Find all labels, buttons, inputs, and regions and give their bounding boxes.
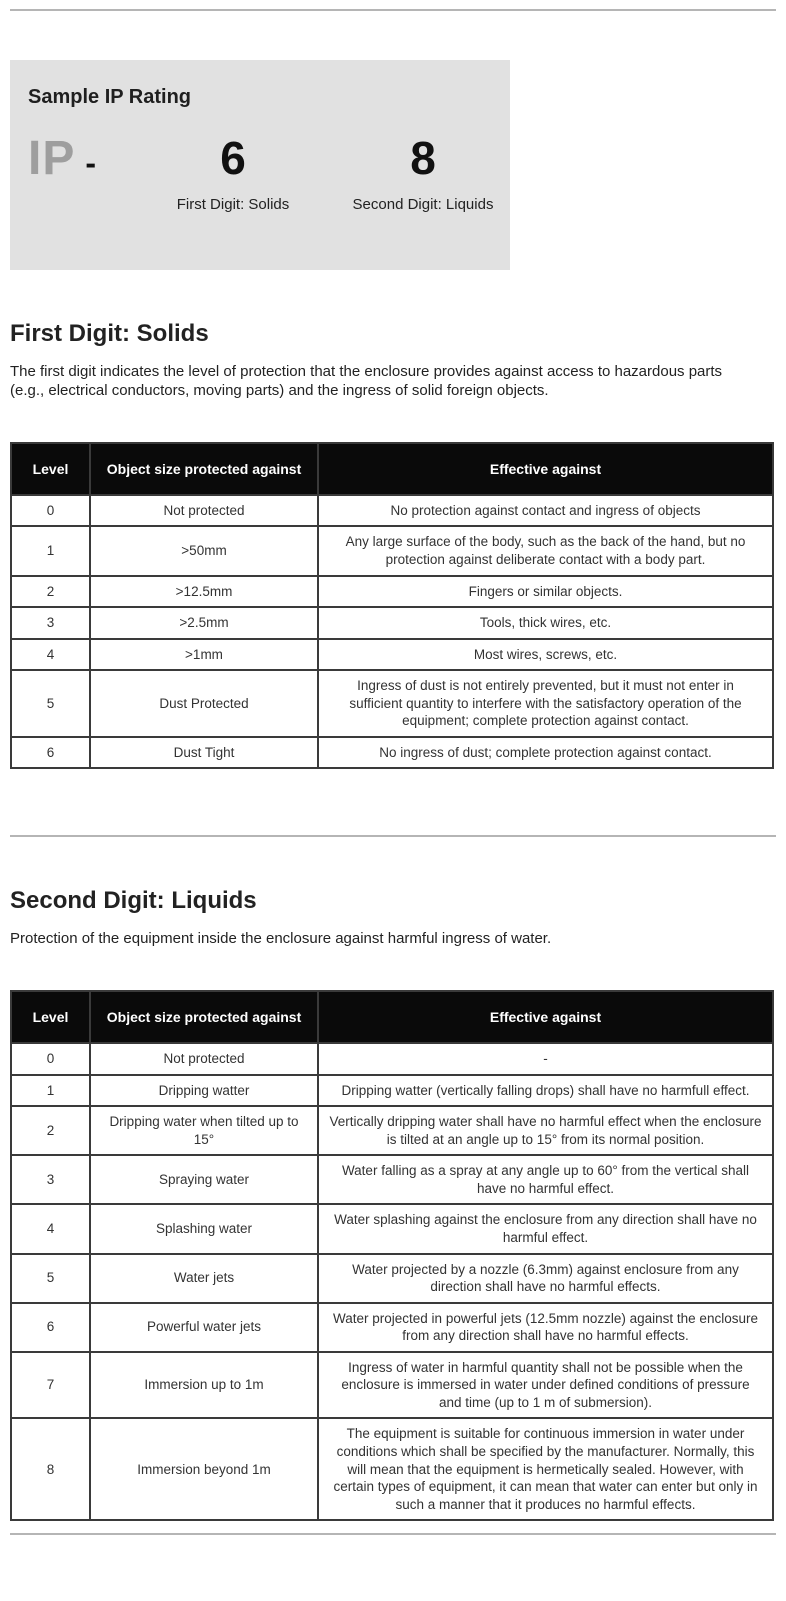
effective-against-cell: No protection against contact and ingres… <box>317 493 774 528</box>
effective-against-cell: - <box>317 1042 774 1076</box>
table-row: 6 Powerful water jets Water projected in p… <box>10 1301 774 1353</box>
effective-against-cell: Tools, thick wires, etc. <box>317 606 774 640</box>
object-size-cell: Not protected <box>89 1042 319 1076</box>
table-row: 8 Immersion beyond 1m The equipment is sui… <box>10 1417 774 1522</box>
level-cell: 1 <box>10 525 91 577</box>
liquids-col-header-effect: Effective against <box>317 990 774 1045</box>
level-cell: 1 <box>10 1073 91 1108</box>
level-cell: 4 <box>10 637 91 672</box>
effective-against-cell: The equipment is suitable for continuous… <box>317 1417 774 1522</box>
object-size-cell: Dripping watter <box>89 1073 319 1108</box>
table-row: 5 Water jets Water projected by a nozzle (… <box>10 1252 774 1304</box>
table-row: 5 Dust Protected Ingress of dust is not en… <box>10 669 774 738</box>
sample-ip-rating-box: Sample IP Rating IP - 6 8 First Digit: So… <box>10 60 510 270</box>
effective-against-cell: Water projected by a nozzle (6.3mm) agai… <box>317 1252 774 1304</box>
ip-rating-row: IP - 6 8 First Digit: Solids Second Digit… <box>28 131 493 213</box>
bottom-divider <box>10 1533 776 1536</box>
effective-against-cell: Fingers or similar objects. <box>317 574 774 609</box>
object-size-cell: >2.5mm <box>89 606 319 640</box>
object-size-cell: >1mm <box>89 637 319 672</box>
liquids-col-header-level: Level <box>10 990 91 1045</box>
ip-prefix: IP <box>28 132 76 185</box>
table-row: 6 Dust Tight No ingress of dust; complete … <box>10 735 774 770</box>
middle-divider <box>10 835 776 838</box>
object-size-cell: Powerful water jets <box>89 1301 319 1353</box>
table-row: 4 >1mm Most wires, screws, etc. <box>10 637 774 672</box>
object-size-cell: Not protected <box>89 493 319 528</box>
liquids-table-header-row: Level Object size protected against Effe… <box>10 990 774 1045</box>
level-cell: 2 <box>10 574 91 609</box>
level-cell: 5 <box>10 669 91 738</box>
level-cell: 2 <box>10 1105 91 1157</box>
effective-against-cell: Water falling as a spray at any angle up… <box>317 1154 774 1206</box>
level-cell: 8 <box>10 1417 91 1522</box>
level-cell: 6 <box>10 735 91 770</box>
effective-against-cell: Ingress of water in harmful quantity sha… <box>317 1350 774 1420</box>
effective-against-cell: No ingress of dust; complete protection … <box>317 735 774 770</box>
table-row: 7 Immersion up to 1m Ingress of water in h… <box>10 1350 774 1420</box>
level-cell: 3 <box>10 1154 91 1206</box>
table-row: 1 >50mm Any large surface of the body, suc… <box>10 525 774 577</box>
table-row: 3 Spraying water Water falling as a spray … <box>10 1154 774 1206</box>
effective-against-cell: Vertically dripping water shall have no … <box>317 1105 774 1157</box>
solids-col-header-effect: Effective against <box>317 441 774 496</box>
level-cell: 7 <box>10 1350 91 1420</box>
second-digit-value: 8 <box>410 132 436 184</box>
liquids-col-header-size: Object size protected against <box>89 990 319 1045</box>
effective-against-cell: Dripping watter (vertically falling drop… <box>317 1073 774 1108</box>
object-size-cell: Dripping water when tilted up to 15° <box>89 1105 319 1157</box>
first-digit-value: 6 <box>220 132 246 184</box>
first-digit-label: First Digit: Solids <box>176 196 290 213</box>
table-row: 1 Dripping watter Dripping watter (vertica… <box>10 1073 774 1108</box>
effective-against-cell: Ingress of dust is not entirely prevente… <box>317 669 774 738</box>
table-row: 2 Dripping water when tilted up to 15° Ver… <box>10 1105 774 1157</box>
level-cell: 5 <box>10 1252 91 1304</box>
effective-against-cell: Water splashing against the enclosure fr… <box>317 1203 774 1255</box>
ip-prefix-group: IP - <box>28 131 143 186</box>
level-cell: 0 <box>10 1042 91 1076</box>
table-row: 0 Not protected No protection against cont… <box>10 493 774 528</box>
effective-against-cell: Most wires, screws, etc. <box>317 637 774 672</box>
liquids-section-intro: Protection of the equipment inside the e… <box>10 930 552 948</box>
ip-rating-document: Sample IP Rating IP - 6 8 First Digit: So… <box>10 9 776 1536</box>
solids-section-intro: The first digit indicates the level of p… <box>10 362 723 399</box>
object-size-cell: Water jets <box>89 1252 319 1304</box>
effective-against-cell: Water projected in powerful jets (12.5mm… <box>317 1301 774 1353</box>
object-size-cell: >12.5mm <box>89 574 319 609</box>
level-cell: 4 <box>10 1203 91 1255</box>
object-size-cell: Immersion up to 1m <box>89 1350 319 1420</box>
table-row: 0 Not protected - <box>10 1042 774 1076</box>
object-size-cell: Immersion beyond 1m <box>89 1417 319 1522</box>
level-cell: 0 <box>10 493 91 528</box>
object-size-cell: >50mm <box>89 525 319 577</box>
solids-col-header-level: Level <box>10 441 91 496</box>
table-row: 2 >12.5mm Fingers or similar objects. <box>10 574 774 609</box>
effective-against-cell: Any large surface of the body, such as t… <box>317 525 774 577</box>
liquids-table: Level Object size protected against Effe… <box>10 990 774 1522</box>
object-size-cell: Spraying water <box>89 1154 319 1206</box>
ip-dash: - <box>85 145 97 181</box>
object-size-cell: Splashing water <box>89 1203 319 1255</box>
second-digit-label: Second Digit: Liquids <box>352 196 494 213</box>
sample-box-title: Sample IP Rating <box>28 86 192 108</box>
level-cell: 6 <box>10 1301 91 1353</box>
table-row: 4 Splashing water Water splashing against … <box>10 1203 774 1255</box>
solids-table-header-row: Level Object size protected against Effe… <box>10 441 774 496</box>
liquids-section-heading: Second Digit: Liquids <box>10 887 257 915</box>
level-cell: 3 <box>10 606 91 640</box>
solids-table: Level Object size protected against Effe… <box>10 441 774 770</box>
solids-section-heading: First Digit: Solids <box>10 320 209 347</box>
table-row: 3 >2.5mm Tools, thick wires, etc. <box>10 606 774 640</box>
object-size-cell: Dust Protected <box>89 669 319 738</box>
top-divider <box>10 9 776 11</box>
object-size-cell: Dust Tight <box>89 735 319 770</box>
solids-col-header-size: Object size protected against <box>89 441 319 496</box>
